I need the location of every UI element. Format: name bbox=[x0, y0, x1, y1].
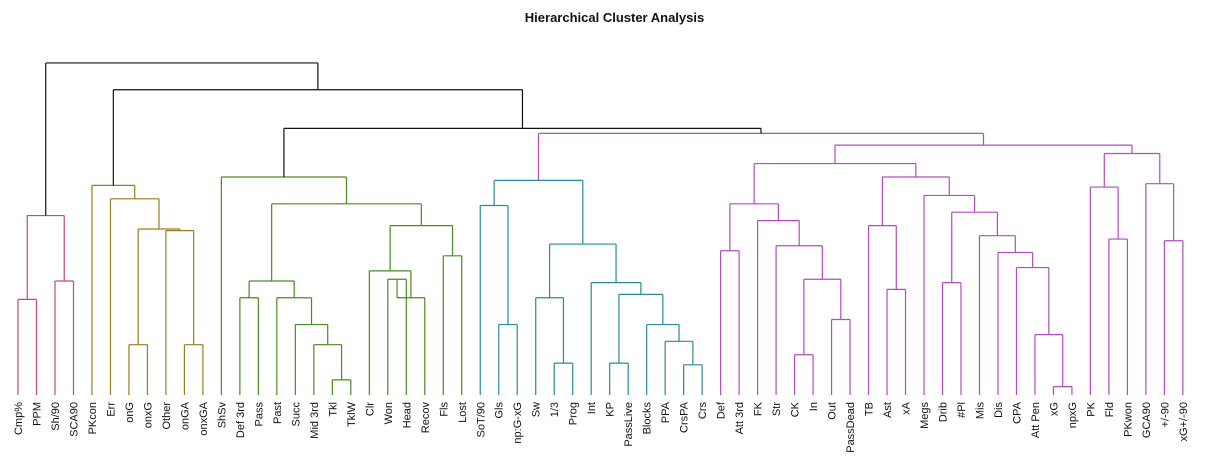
leaf-label: PKcon bbox=[87, 402, 99, 434]
leaf-label: CrsPA bbox=[679, 401, 691, 433]
leaf-label: npxG bbox=[1067, 402, 1079, 428]
leaf-label: xG+/-90 bbox=[1178, 402, 1190, 441]
leaf-label: Recov bbox=[420, 402, 432, 434]
leaf-label: +/-90 bbox=[1159, 402, 1171, 427]
leaf-label: Out bbox=[827, 402, 839, 420]
leaf-label: Drib bbox=[938, 402, 950, 422]
leaf-label: onGA bbox=[179, 401, 191, 430]
leaf-label: TklW bbox=[346, 401, 358, 427]
leaf-label: Def bbox=[716, 401, 728, 419]
leaf-label: Str bbox=[771, 402, 783, 416]
leaf-label: Head bbox=[401, 402, 413, 428]
chart-title: Hierarchical Cluster Analysis bbox=[524, 10, 705, 25]
leaf-label: onG bbox=[124, 402, 136, 423]
leaf-label: Past bbox=[272, 402, 284, 424]
leaf-label: Fld bbox=[1104, 402, 1116, 417]
leaf-label: Att Pen bbox=[1030, 402, 1042, 438]
leaf-label: Lost bbox=[457, 402, 469, 423]
leaf-label: onxGA bbox=[198, 401, 210, 435]
leaf-label: Sw bbox=[531, 402, 543, 417]
leaf-label: Clr bbox=[364, 402, 376, 416]
leaf-label: 1/3 bbox=[549, 402, 561, 417]
leaf-label: Other bbox=[161, 402, 173, 430]
leaf-label: Megs bbox=[919, 402, 931, 429]
leaf-label: Mis bbox=[974, 402, 986, 420]
leaf-label: PPA bbox=[660, 401, 672, 423]
leaf-label: Fls bbox=[438, 402, 450, 417]
leaf-label: PKwon bbox=[1122, 402, 1134, 437]
leaf-label: #Pl bbox=[956, 402, 968, 418]
leaf-label: xA bbox=[901, 401, 913, 415]
leaf-label: Succ bbox=[290, 402, 302, 427]
leaf-label: Def 3rd bbox=[235, 402, 247, 438]
leaf-label: SoT/90 bbox=[475, 402, 487, 437]
leaf-label: Prog bbox=[568, 402, 580, 425]
leaf-label: Blocks bbox=[642, 402, 654, 435]
leaf-label: onxG bbox=[142, 402, 154, 428]
leaf-label: PassDead bbox=[845, 402, 857, 453]
leaf-label: PPM bbox=[31, 402, 43, 426]
leaf-label: Cmp% bbox=[13, 402, 25, 435]
leaf-label: GCA90 bbox=[1141, 402, 1153, 438]
leaf-label: Int bbox=[586, 402, 598, 414]
leaf-label: Dis bbox=[993, 402, 1005, 418]
leaf-label: Pass bbox=[253, 402, 265, 427]
leaf-label: Gls bbox=[494, 402, 506, 419]
leaf-label: Mid 3rd bbox=[309, 402, 321, 439]
leaf-label: Err bbox=[105, 402, 117, 417]
leaf-label: CPA bbox=[1011, 401, 1023, 423]
leaf-label: Att 3rd bbox=[734, 402, 746, 434]
leaf-label: Tkl bbox=[327, 402, 339, 417]
leaf-label: ShSv bbox=[216, 402, 228, 429]
leaf-label: PK bbox=[1085, 401, 1097, 416]
leaf-label: CK bbox=[790, 401, 802, 417]
leaf-label: Crs bbox=[697, 402, 709, 420]
leaf-label: PassLive bbox=[623, 402, 635, 447]
leaf-label: KP bbox=[605, 402, 617, 417]
leaf-label: xG bbox=[1048, 402, 1060, 416]
leaf-label: FK bbox=[753, 401, 765, 416]
leaf-label: Sh/90 bbox=[50, 402, 62, 431]
leaf-label: Ast bbox=[882, 402, 894, 418]
leaf-label: In bbox=[808, 402, 820, 411]
leaf-label: TB bbox=[864, 402, 876, 416]
leaf-label: Won bbox=[383, 402, 395, 424]
leaf-label: np:G-xG bbox=[512, 402, 524, 444]
leaf-label: SCA90 bbox=[68, 402, 80, 437]
